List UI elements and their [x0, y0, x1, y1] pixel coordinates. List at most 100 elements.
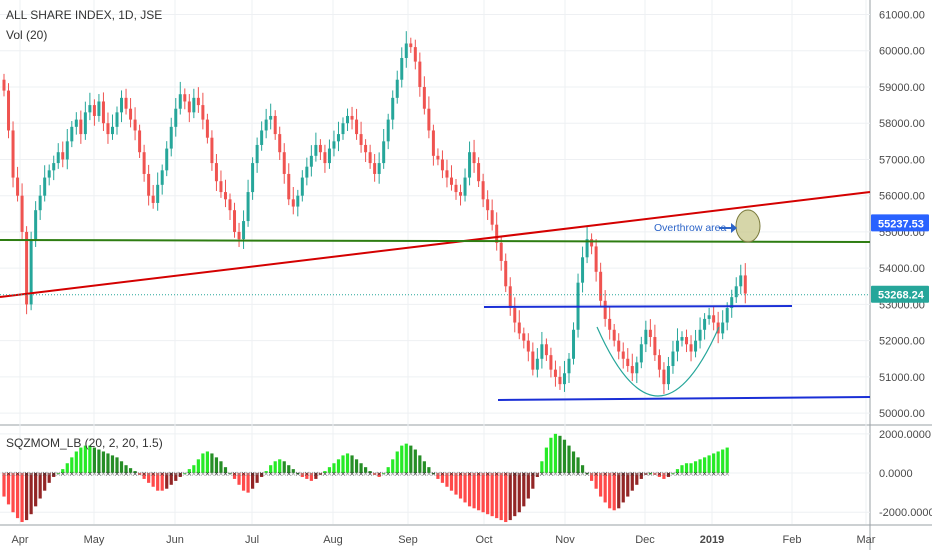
candle-body	[7, 90, 11, 131]
momentum-bar	[418, 455, 422, 474]
price-tick-label: 54000.00	[879, 263, 925, 275]
momentum-bar	[716, 451, 720, 474]
base-line	[497, 396, 871, 401]
squeeze-dot: ×	[530, 470, 536, 478]
squeeze-dot: ×	[602, 470, 608, 478]
momentum-bar	[264, 471, 268, 474]
squeeze-dot: ×	[539, 470, 545, 478]
candle-body	[445, 170, 449, 178]
squeeze-dot: ×	[571, 470, 577, 478]
momentum-bar	[29, 473, 33, 515]
momentum-bar	[531, 473, 535, 489]
momentum-bar	[590, 473, 594, 481]
candle-body	[129, 108, 133, 120]
indicator-label[interactable]: SQZMOM_LB (20, 2, 20, 1.5)	[6, 436, 163, 450]
symbol-title[interactable]: ALL SHARE INDEX, 1D, JSE	[6, 8, 162, 22]
candle-body	[612, 329, 616, 341]
momentum-bar	[205, 451, 209, 474]
squeeze-dot: ×	[684, 470, 690, 478]
candle-body	[639, 344, 643, 363]
squeeze-dot: ×	[236, 470, 242, 478]
candle-body	[608, 318, 612, 330]
momentum-bar	[25, 473, 29, 521]
momentum-bar	[431, 473, 435, 475]
squeeze-dot: ×	[272, 470, 278, 478]
squeeze-dot: ×	[331, 470, 337, 478]
candle-body	[178, 94, 182, 109]
squeeze-dot: ×	[281, 470, 287, 478]
squeeze-dot: ×	[218, 470, 224, 478]
momentum-bar	[445, 473, 449, 487]
momentum-bar	[237, 473, 241, 485]
candle-body	[192, 97, 196, 113]
candle-body	[553, 369, 557, 377]
drawings	[0, 191, 871, 401]
squeeze-dot: ×	[598, 470, 604, 478]
squeeze-dot: ×	[548, 470, 554, 478]
momentum-bar	[291, 469, 295, 474]
squeeze-dot: ×	[263, 470, 269, 478]
candle-body	[246, 192, 250, 222]
squeeze-dot: ×	[317, 470, 323, 478]
squeeze-dot: ×	[327, 470, 333, 478]
candle-body	[495, 224, 499, 243]
candle-body	[70, 126, 74, 142]
momentum-bar	[282, 461, 286, 474]
momentum-bar	[228, 473, 232, 475]
squeeze-dot: ×	[177, 470, 183, 478]
momentum-bar	[341, 455, 345, 474]
candle-body	[242, 221, 246, 240]
candle-body	[355, 119, 359, 135]
squeeze-dot: ×	[299, 470, 305, 478]
momentum-bar	[635, 473, 639, 485]
rising-trendline	[0, 191, 871, 298]
overthrow-arrow-head	[731, 223, 737, 233]
time-axis[interactable]: Apr May Jun Jul Aug Sep Oct Nov Dec 2019 Feb Mar	[11, 534, 875, 546]
candle-body	[255, 144, 259, 164]
momentum-bar	[269, 465, 273, 474]
price-tick-label: 61000.00	[879, 9, 925, 21]
momentum-bar	[576, 457, 580, 474]
squeeze-dot: ×	[467, 470, 473, 478]
momentum-bar	[472, 473, 476, 509]
candle-body	[336, 134, 340, 142]
momentum-bar	[544, 447, 548, 474]
momentum-bar	[83, 445, 87, 474]
price-badge[interactable]	[871, 285, 929, 303]
candle-body	[581, 257, 585, 283]
price-badge[interactable]	[871, 214, 929, 232]
momentum-bar	[373, 473, 377, 475]
price-tick-label: 60000.00	[879, 46, 925, 58]
candle-body	[395, 79, 399, 98]
candle-body	[156, 184, 160, 203]
volume-label[interactable]: Vol (20)	[6, 28, 47, 42]
price-axis[interactable]: 61000.00 60000.00 59000.00 58000.00 57000.00…	[871, 9, 929, 420]
squeeze-dot: ×	[381, 470, 387, 478]
momentum-bar	[34, 473, 38, 507]
momentum-bar	[364, 467, 368, 474]
squeeze-dot: ×	[268, 470, 274, 478]
momentum-bar	[318, 473, 322, 475]
squeeze-dot: ×	[363, 470, 369, 478]
price-tick-label: 52000.00	[879, 336, 925, 348]
candle-body	[269, 115, 273, 120]
momentum-bar	[513, 473, 517, 517]
momentum-bar	[70, 457, 74, 474]
momentum-bar	[327, 467, 332, 474]
squeeze-dot: ×	[37, 470, 43, 478]
momentum-bar	[332, 463, 336, 474]
squeeze-dot: ×	[128, 470, 134, 478]
candle-body	[739, 275, 743, 287]
indicator-axis[interactable]: 2000.0000 0.0000 -2000.0000	[879, 429, 932, 519]
indicator-tick-label: 2000.0000	[879, 429, 931, 441]
candle-body	[260, 130, 264, 145]
momentum-bar	[241, 473, 246, 491]
squeeze-dot: ×	[137, 470, 143, 478]
squeeze-dot: ×	[150, 470, 156, 478]
momentum-bar	[183, 473, 187, 475]
momentum-bar	[20, 473, 24, 523]
price-tick-label: 50000.00	[879, 408, 925, 420]
candle-body	[662, 369, 666, 385]
